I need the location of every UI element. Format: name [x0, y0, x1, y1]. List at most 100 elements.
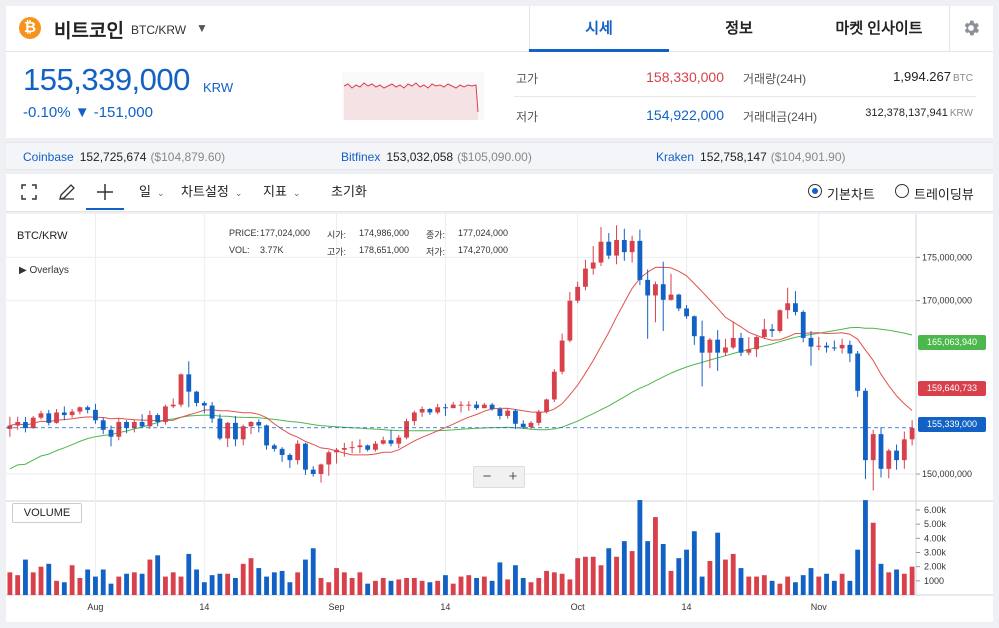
candle-body: [793, 303, 798, 312]
volume-bar: [155, 555, 161, 595]
indicators-menu[interactable]: 지표 ⌄: [263, 184, 301, 199]
volume-bar: [847, 580, 853, 595]
candle-body: [30, 417, 36, 429]
candle-body: [474, 404, 479, 409]
reset-button[interactable]: 초기화: [331, 184, 367, 199]
volume-bar: [575, 558, 581, 595]
info-open-label: 시가:: [327, 230, 347, 240]
volume-bar: [769, 580, 775, 595]
volume-bar: [590, 556, 596, 595]
volume-bar: [894, 569, 899, 595]
vol-tick-label: 4.00k: [924, 533, 947, 543]
volume-bar: [497, 562, 503, 595]
candle-body: [839, 344, 845, 349]
candle-body: [497, 409, 503, 416]
candle-body: [785, 303, 791, 311]
basic-chart-label[interactable]: 기본차트: [827, 187, 875, 202]
volume-bar: [855, 549, 861, 595]
volume-bar: [824, 573, 829, 595]
volume-bar: [520, 578, 526, 595]
candle-body: [575, 286, 581, 301]
period-select[interactable]: 일 ⌄: [139, 184, 165, 199]
volume-bar: [583, 556, 588, 595]
info-vol-label: VOL:: [229, 245, 250, 255]
volume-bar: [186, 553, 192, 595]
volume-toggle[interactable]: VOLUME: [12, 503, 82, 523]
ma-long-line: [9, 326, 913, 470]
candle-body: [388, 440, 394, 444]
info-high-value: 178,651,000: [359, 245, 410, 255]
info-open-value: 174,986,000: [359, 228, 410, 238]
gear-icon[interactable]: [961, 18, 981, 38]
zoom-out-button[interactable]: −: [482, 468, 492, 485]
zoom-in-button[interactable]: +: [508, 468, 518, 485]
volume-bar: [318, 578, 324, 595]
volume-bar: [194, 569, 199, 595]
volume-bar: [388, 580, 394, 595]
candle-body: [466, 404, 472, 406]
chevron-down-icon[interactable]: ▼: [196, 21, 208, 35]
candle-body: [287, 454, 293, 461]
volume-bar: [365, 583, 371, 595]
volume-bar: [808, 568, 814, 595]
volume-bar: [909, 566, 915, 595]
price-chart[interactable]: Aug 14 Sep 14 Oct 14 Nov 175,000,000 170,000,000…: [6, 214, 993, 622]
candle-body: [124, 422, 129, 429]
candle-body: [699, 336, 705, 353]
volume-bar: [761, 575, 767, 595]
exchange-kraken[interactable]: Kraken 152,758,147 ($104,901.90): [656, 150, 846, 164]
volume-bar: [435, 580, 441, 595]
candle-body: [396, 437, 402, 444]
volume-bar: [559, 573, 565, 595]
amount-24h-label: 거래대금(24H): [743, 110, 818, 124]
volume-bar: [147, 559, 153, 595]
candle-body: [824, 345, 829, 348]
high-label: 고가: [516, 72, 539, 86]
volume-bar: [443, 575, 448, 595]
overlays-toggle[interactable]: ▶ Overlays: [19, 265, 69, 276]
tradingview-label[interactable]: 트레이딩뷰: [914, 187, 974, 202]
candle-body: [303, 443, 308, 470]
info-vol-value: 3.77K: [260, 245, 284, 255]
exchange-coinbase[interactable]: Coinbase 152,725,674 ($104,879.60): [23, 150, 226, 164]
volume-bar: [61, 582, 67, 595]
volume-bar: [163, 576, 168, 595]
sparkline: [342, 72, 484, 120]
crosshair-icon: [97, 184, 113, 200]
candle-body: [676, 294, 682, 309]
exchange-bitfinex[interactable]: Bitfinex 153,032,058 ($105,090.00): [341, 150, 532, 164]
info-price-value: 177,024,000: [260, 228, 311, 238]
volume-bar: [528, 582, 534, 595]
candle-body: [155, 415, 161, 422]
basic-chart-radio[interactable]: [808, 184, 822, 198]
volume-bar: [7, 572, 13, 595]
candle-body: [489, 404, 495, 409]
candle-body: [93, 409, 98, 421]
candle-body: [738, 337, 744, 353]
candle-body: [746, 349, 752, 353]
volume-bar: [201, 582, 207, 595]
candle-body: [271, 445, 277, 449]
tab-price[interactable]: 시세: [529, 6, 669, 52]
candle-body: [248, 422, 254, 427]
candle-body: [427, 409, 433, 413]
tradingview-radio[interactable]: [895, 184, 909, 198]
info-close-label: 종가:: [426, 230, 446, 240]
draw-pen-icon[interactable]: [57, 182, 77, 202]
volume-24h-value: 1,994.267 BTC: [893, 69, 973, 84]
crosshair-tool[interactable]: [86, 174, 124, 210]
volume-bar: [69, 565, 75, 595]
candle-body: [264, 425, 269, 446]
fullscreen-icon[interactable]: [20, 183, 38, 201]
candle-body: [147, 415, 153, 427]
price-summary: 155,339,000 KRW -0.10% ▼ -151,000 고가 158…: [6, 52, 993, 138]
chart-settings-menu[interactable]: 차트설정 ⌄: [181, 184, 243, 199]
candle-body: [544, 399, 549, 412]
volume-bar: [715, 532, 721, 595]
vol-tick-label: 1000: [924, 576, 944, 586]
tab-info[interactable]: 정보: [725, 20, 753, 37]
candlestick-chart[interactable]: Aug 14 Sep 14 Oct 14 Nov 175,000,000 170,000,000…: [6, 214, 993, 622]
volume-bar: [326, 582, 332, 595]
candle-body: [139, 422, 145, 427]
tab-market-insight[interactable]: 마켓 인사이트: [835, 20, 923, 37]
